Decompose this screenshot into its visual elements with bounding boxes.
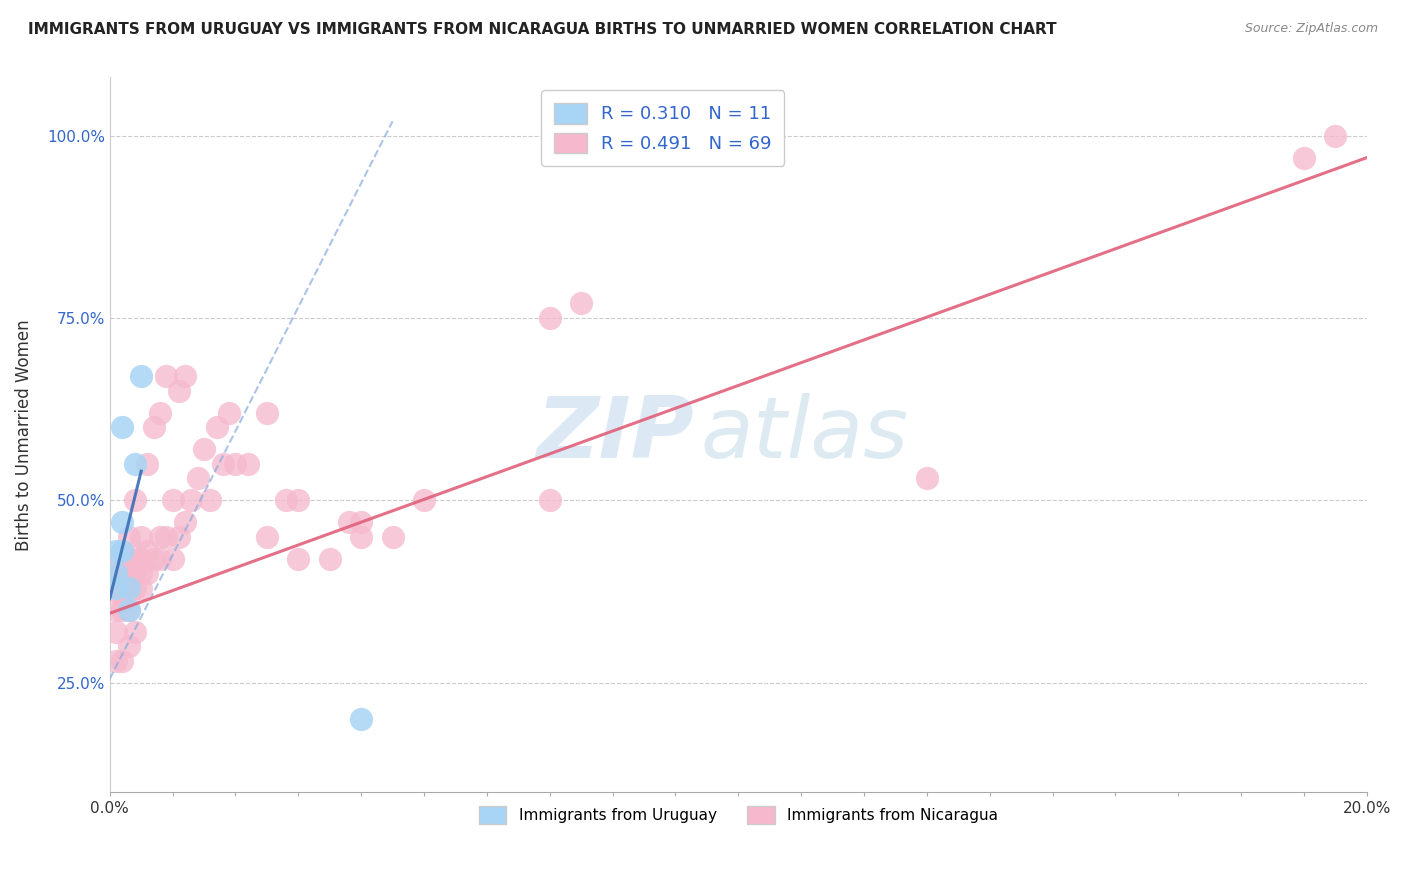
Point xyxy=(105,581,128,595)
Point xyxy=(187,471,209,485)
Point xyxy=(287,551,309,566)
Point xyxy=(155,369,177,384)
Point xyxy=(129,566,152,581)
Point xyxy=(105,603,128,617)
Point xyxy=(117,639,139,653)
Point xyxy=(124,457,146,471)
Point xyxy=(274,493,297,508)
Point xyxy=(167,384,190,398)
Point xyxy=(200,493,222,508)
Point xyxy=(136,457,159,471)
Point xyxy=(117,603,139,617)
Point xyxy=(111,654,134,668)
Point xyxy=(256,530,278,544)
Legend: Immigrants from Uruguay, Immigrants from Nicaragua: Immigrants from Uruguay, Immigrants from… xyxy=(468,796,1008,834)
Point xyxy=(142,420,165,434)
Point xyxy=(117,551,139,566)
Point xyxy=(117,581,139,595)
Point xyxy=(117,566,139,581)
Text: ZIP: ZIP xyxy=(537,393,695,476)
Point xyxy=(350,530,373,544)
Point xyxy=(1292,151,1315,165)
Point xyxy=(105,544,128,558)
Point xyxy=(117,530,139,544)
Point xyxy=(149,406,172,420)
Point xyxy=(350,515,373,529)
Point xyxy=(337,515,360,529)
Point xyxy=(224,457,246,471)
Point xyxy=(105,654,128,668)
Point xyxy=(167,530,190,544)
Point xyxy=(162,551,184,566)
Point xyxy=(350,712,373,726)
Point xyxy=(381,530,404,544)
Point xyxy=(136,544,159,558)
Point xyxy=(256,406,278,420)
Y-axis label: Births to Unmarried Women: Births to Unmarried Women xyxy=(15,318,32,550)
Point xyxy=(124,493,146,508)
Point xyxy=(162,493,184,508)
Point xyxy=(111,588,134,602)
Point xyxy=(105,566,128,581)
Point xyxy=(218,406,240,420)
Point xyxy=(111,544,134,558)
Point xyxy=(174,369,197,384)
Point xyxy=(180,493,202,508)
Text: IMMIGRANTS FROM URUGUAY VS IMMIGRANTS FROM NICARAGUA BIRTHS TO UNMARRIED WOMEN C: IMMIGRANTS FROM URUGUAY VS IMMIGRANTS FR… xyxy=(28,22,1057,37)
Point xyxy=(105,566,128,581)
Point xyxy=(129,551,152,566)
Point xyxy=(111,544,134,558)
Point xyxy=(236,457,259,471)
Point xyxy=(193,442,215,457)
Point xyxy=(105,581,128,595)
Point xyxy=(149,530,172,544)
Text: atlas: atlas xyxy=(700,393,908,476)
Point xyxy=(136,566,159,581)
Point xyxy=(1324,128,1347,143)
Point xyxy=(538,493,561,508)
Point xyxy=(287,493,309,508)
Point xyxy=(142,551,165,566)
Point xyxy=(569,296,592,310)
Point xyxy=(111,566,134,581)
Point xyxy=(155,530,177,544)
Point xyxy=(117,603,139,617)
Point xyxy=(129,369,152,384)
Point xyxy=(538,311,561,326)
Point xyxy=(105,624,128,639)
Point xyxy=(319,551,342,566)
Point xyxy=(117,588,139,602)
Point xyxy=(124,624,146,639)
Point xyxy=(124,551,146,566)
Point xyxy=(111,515,134,529)
Point xyxy=(111,603,134,617)
Point xyxy=(129,581,152,595)
Text: Source: ZipAtlas.com: Source: ZipAtlas.com xyxy=(1244,22,1378,36)
Point xyxy=(413,493,436,508)
Point xyxy=(124,566,146,581)
Point xyxy=(111,420,134,434)
Point xyxy=(205,420,228,434)
Point xyxy=(111,581,134,595)
Point xyxy=(129,530,152,544)
Point xyxy=(149,551,172,566)
Point xyxy=(174,515,197,529)
Point xyxy=(915,471,938,485)
Point xyxy=(212,457,235,471)
Point xyxy=(105,551,128,566)
Point xyxy=(124,581,146,595)
